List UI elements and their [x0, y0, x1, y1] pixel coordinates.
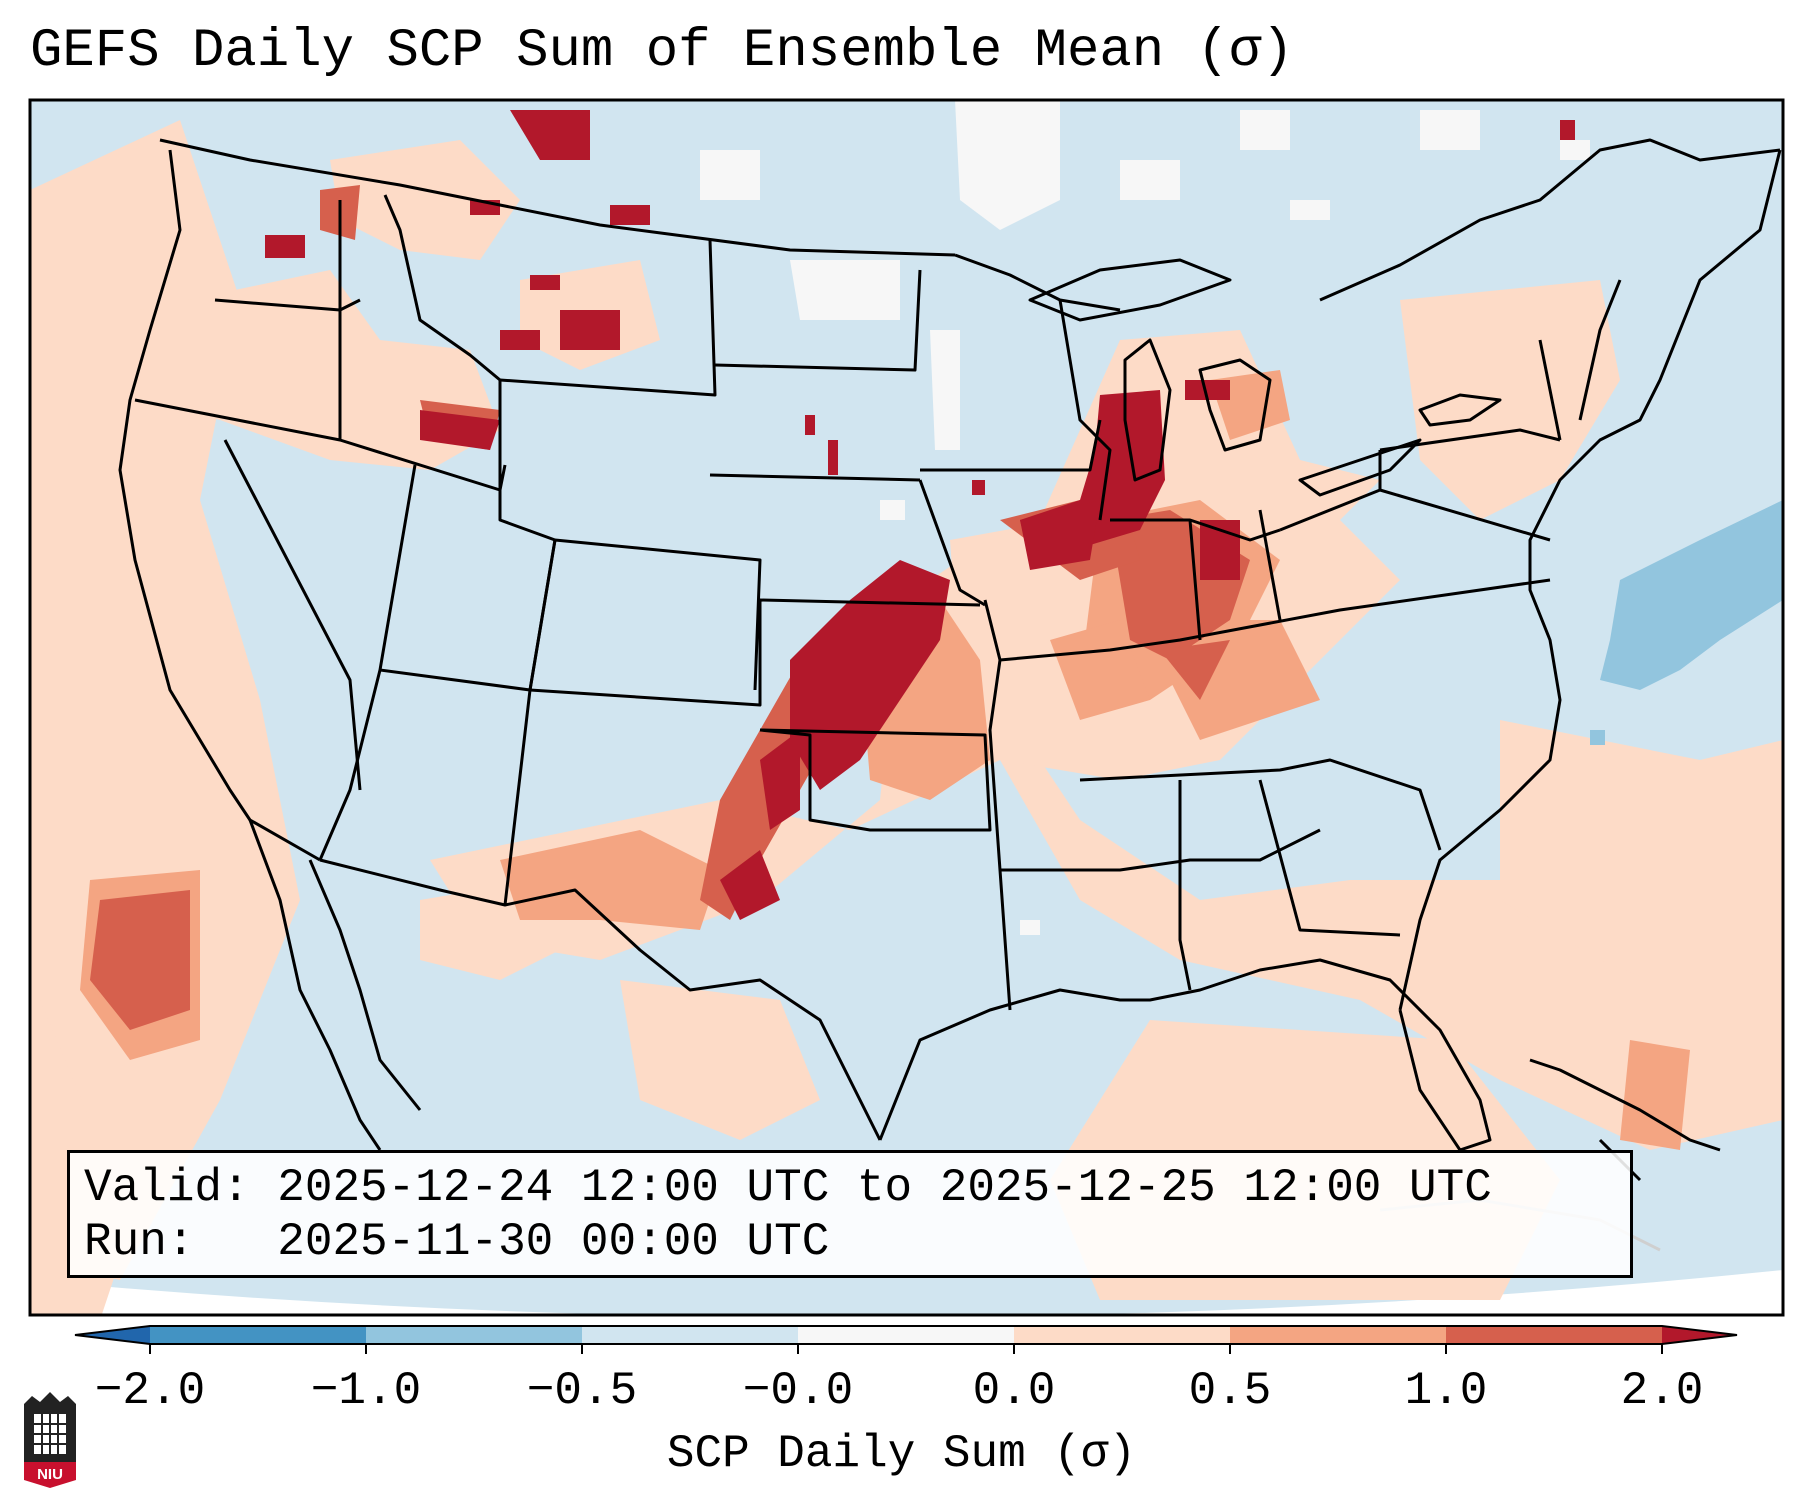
chart-title: GEFS Daily SCP Sum of Ensemble Mean (σ)	[30, 21, 1294, 82]
colorbar-tick-label-2: −0.5	[526, 1365, 638, 1417]
colorbar-bin-2	[366, 1326, 582, 1344]
colorbar-tick-label-4: 0.0	[972, 1365, 1056, 1417]
valid-info-box: Valid: 2025-12-24 12:00 UTC to 2025-12-2…	[67, 1150, 1633, 1278]
colorbar-bin-6	[1230, 1326, 1446, 1344]
colorbar-bin-4	[798, 1326, 1014, 1344]
colorbar-tick-label-0: −2.0	[94, 1365, 206, 1417]
colorbar-label: SCP Daily Sum (σ)	[666, 1428, 1137, 1480]
colorbar-bin-3	[582, 1326, 798, 1344]
run-line: Run: 2025-11-30 00:00 UTC	[84, 1216, 830, 1268]
colorbar-tick-label-3: −0.0	[742, 1365, 854, 1417]
colorbar-tick-label-5: 0.5	[1188, 1365, 1272, 1417]
colorbar	[74, 1325, 1738, 1354]
political-boundaries	[118, 138, 1782, 1182]
valid-line: Valid: 2025-12-24 12:00 UTC to 2025-12-2…	[84, 1162, 1492, 1214]
colorbar-extend-high	[1662, 1326, 1737, 1344]
domain-edge	[30, 1270, 1783, 1315]
map-frame	[28, 98, 1785, 1317]
field-blue	[1590, 500, 1783, 745]
colorbar-tick-label-7: 2.0	[1620, 1365, 1704, 1417]
logo-text: NIU	[37, 1466, 63, 1483]
colorbar-bin-5	[1014, 1326, 1230, 1344]
field-white	[700, 100, 1590, 935]
colorbar-tick-label-1: −1.0	[310, 1365, 422, 1417]
niu-logo-icon: NIU	[24, 1392, 76, 1488]
colorbar-bin-1	[150, 1326, 366, 1344]
map-figure	[28, 98, 1785, 1317]
colorbar-extend-low	[75, 1326, 150, 1344]
colorbar-tick-label-6: 1.0	[1404, 1365, 1488, 1417]
colorbar-bin-7	[1446, 1326, 1662, 1344]
